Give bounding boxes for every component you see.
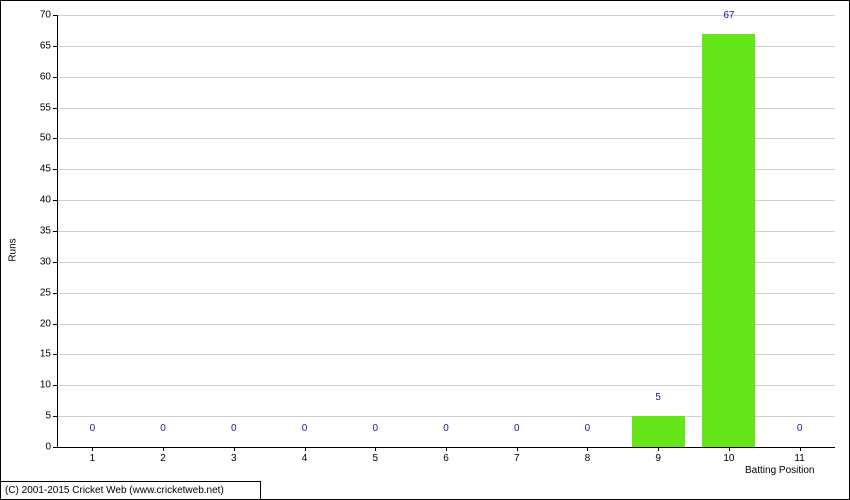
bar-value-label: 0 (90, 423, 96, 434)
x-tick-label: 2 (160, 447, 166, 464)
y-axis-label: Runs (8, 238, 19, 261)
x-tick-label: 9 (655, 447, 661, 464)
y-tick-label: 55 (40, 102, 57, 113)
x-tick-label: 3 (231, 447, 237, 464)
gridline (57, 15, 835, 16)
y-tick-label: 5 (45, 411, 57, 422)
y-tick-label: 65 (40, 40, 57, 51)
y-tick-label: 60 (40, 71, 57, 82)
bar-value-label: 0 (231, 423, 237, 434)
x-tick-label: 1 (90, 447, 96, 464)
bar-value-label: 0 (302, 423, 308, 434)
y-tick-label: 45 (40, 164, 57, 175)
copyright-footer: (C) 2001-2015 Cricket Web (www.cricketwe… (1, 481, 261, 499)
x-axis-label: Batting Position (745, 465, 815, 476)
bar-value-label: 0 (797, 423, 803, 434)
plot-area: 0510152025303540455055606570102030405060… (57, 15, 835, 447)
y-tick-label: 25 (40, 287, 57, 298)
x-tick-label: 10 (723, 447, 734, 464)
y-tick-label: 10 (40, 380, 57, 391)
x-tick-label: 5 (372, 447, 378, 464)
bar (632, 416, 685, 447)
y-tick-label: 35 (40, 226, 57, 237)
bar-value-label: 0 (443, 423, 449, 434)
bar-value-label: 0 (585, 423, 591, 434)
y-tick-label: 40 (40, 195, 57, 206)
y-tick-label: 15 (40, 349, 57, 360)
x-tick-label: 8 (585, 447, 591, 464)
y-tick-label: 0 (45, 442, 57, 453)
y-tick-label: 70 (40, 10, 57, 21)
bar-value-label: 5 (655, 392, 661, 403)
y-tick-label: 20 (40, 318, 57, 329)
x-tick-label: 6 (443, 447, 449, 464)
x-tick-label: 4 (302, 447, 308, 464)
y-tick-label: 30 (40, 256, 57, 267)
bar-value-label: 0 (160, 423, 166, 434)
y-tick-label: 50 (40, 133, 57, 144)
x-tick-label: 7 (514, 447, 520, 464)
bar-value-label: 0 (514, 423, 520, 434)
bar-value-label: 67 (723, 10, 734, 21)
y-axis-line (57, 15, 58, 447)
chart-container: Runs 05101520253035404550556065701020304… (0, 0, 850, 500)
x-tick-label: 11 (794, 447, 804, 464)
bar (702, 34, 755, 447)
bar-value-label: 0 (372, 423, 378, 434)
